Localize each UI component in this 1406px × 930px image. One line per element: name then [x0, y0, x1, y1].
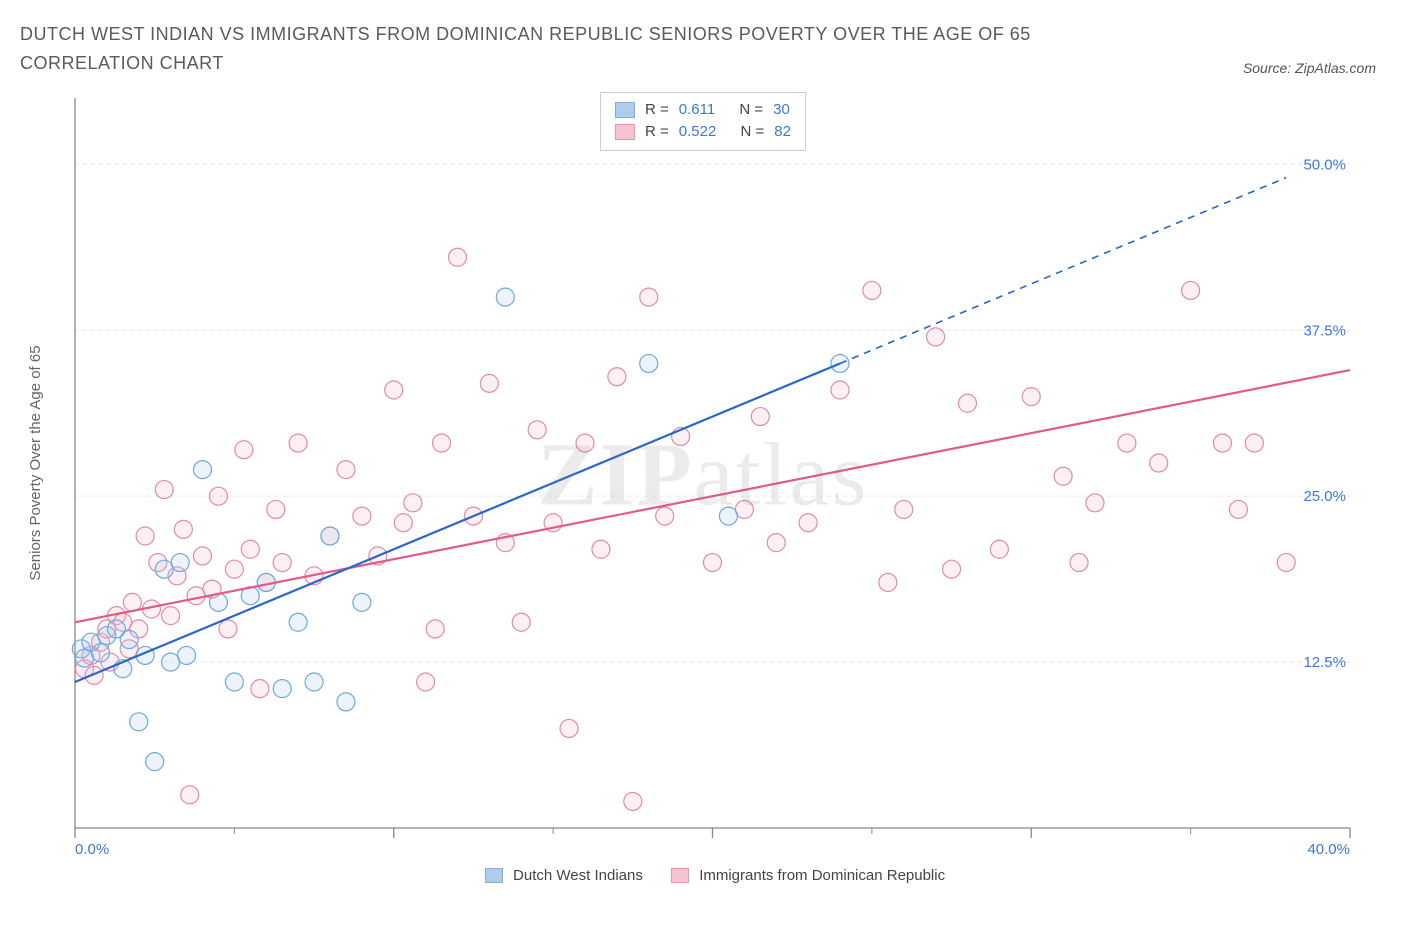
- svg-text:Seniors Poverty Over the Age o: Seniors Poverty Over the Age of 65: [27, 345, 44, 580]
- n-value-dr: 82: [774, 121, 791, 144]
- svg-text:0.0%: 0.0%: [75, 841, 109, 858]
- r-value-dr: 0.522: [679, 121, 717, 144]
- scatter-chart: 0.0% 40.0% 12.5% 25.0% 37.5% 50.0% Seniors Pov…: [20, 88, 1386, 863]
- svg-text:50.0%: 50.0%: [1303, 156, 1346, 173]
- svg-text:40.0%: 40.0%: [1307, 841, 1350, 858]
- svg-text:12.5%: 12.5%: [1303, 654, 1346, 671]
- swatch-dr: [671, 868, 689, 883]
- source-prefix: Source:: [1243, 60, 1295, 76]
- r-label: R =: [645, 121, 669, 144]
- n-label: N =: [739, 99, 763, 122]
- stats-row-dwi: R = 0.611 N = 30: [615, 99, 791, 122]
- series-label-dr: Immigrants from Dominican Republic: [699, 867, 945, 884]
- series-legend: Dutch West Indians Immigrants from Domin…: [20, 867, 1386, 884]
- svg-text:25.0%: 25.0%: [1303, 488, 1346, 505]
- svg-text:37.5%: 37.5%: [1303, 322, 1346, 339]
- source-attribution: Source: ZipAtlas.com: [1243, 60, 1376, 76]
- n-value-dwi: 30: [773, 99, 790, 122]
- swatch-dwi: [485, 868, 503, 883]
- chart-svg: 0.0% 40.0% 12.5% 25.0% 37.5% 50.0% Seniors Pov…: [20, 88, 1360, 858]
- source-name: ZipAtlas.com: [1295, 60, 1376, 76]
- r-value-dwi: 0.611: [679, 99, 715, 122]
- page-title: DUTCH WEST INDIAN VS IMMIGRANTS FROM DOM…: [20, 20, 1120, 78]
- n-label: N =: [741, 121, 765, 144]
- r-label: R =: [645, 99, 669, 122]
- stats-row-dr: R = 0.522 N = 82: [615, 121, 791, 144]
- stats-legend: R = 0.611 N = 30 R = 0.522 N = 82: [600, 92, 806, 151]
- series-label-dwi: Dutch West Indians: [513, 867, 643, 884]
- swatch-dwi: [615, 102, 635, 118]
- swatch-dr: [615, 124, 635, 140]
